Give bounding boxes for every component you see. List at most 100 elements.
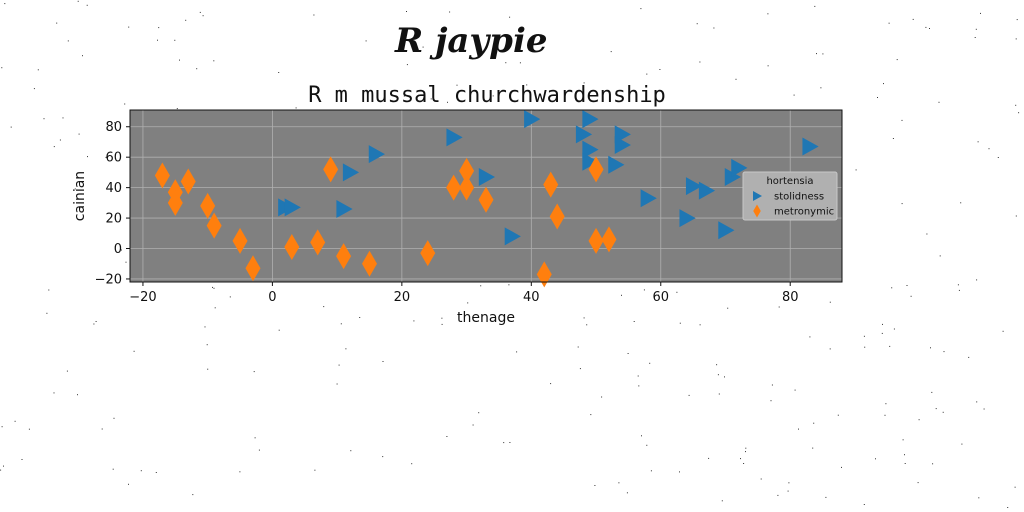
speckle-dot bbox=[778, 306, 780, 308]
speckle-dot bbox=[813, 422, 815, 424]
speckle-dot bbox=[892, 138, 894, 139]
scatter-point-metronymic bbox=[478, 186, 494, 213]
speckle-dot bbox=[724, 376, 725, 378]
speckle-dot bbox=[112, 468, 114, 470]
speckle-dot bbox=[586, 324, 588, 326]
speckle-dot bbox=[958, 289, 960, 291]
x-tick-label: 0 bbox=[268, 290, 276, 305]
speckle-dot bbox=[976, 401, 978, 403]
speckle-dot bbox=[816, 53, 817, 55]
y-tick-label: −20 bbox=[95, 272, 122, 287]
speckle-dot bbox=[893, 328, 895, 330]
speckle-dot bbox=[1, 67, 3, 69]
speckle-dot bbox=[864, 346, 866, 348]
speckle-dot bbox=[202, 15, 204, 17]
scatter-point-metronymic bbox=[180, 168, 196, 195]
speckle-dot bbox=[447, 101, 448, 103]
speckle-dot bbox=[650, 470, 652, 472]
speckle-dot bbox=[777, 494, 779, 496]
data-points bbox=[154, 110, 819, 288]
speckle-dot bbox=[863, 504, 865, 505]
speckle-dot bbox=[676, 291, 678, 293]
speckle-dot bbox=[679, 322, 681, 324]
speckle-dot bbox=[179, 59, 180, 61]
x-axis-label: thenage bbox=[457, 310, 515, 326]
speckle-dot bbox=[74, 188, 76, 190]
legend-box bbox=[742, 171, 838, 221]
speckle-dot bbox=[883, 83, 884, 85]
scatter-point-metronymic bbox=[543, 171, 559, 198]
speckle-dot bbox=[382, 361, 384, 362]
speckle-dot bbox=[579, 368, 581, 370]
speckle-dot bbox=[93, 323, 95, 325]
speckle-dot bbox=[829, 301, 831, 303]
legend-marker-metronymic bbox=[753, 204, 761, 218]
signature-text: R jaypie bbox=[394, 21, 548, 61]
speckle-dot bbox=[278, 329, 280, 331]
speckle-dot bbox=[626, 492, 628, 494]
y-axis-label: cainian bbox=[72, 171, 88, 221]
speckle-dot bbox=[1015, 104, 1017, 106]
speckle-dot bbox=[939, 255, 941, 257]
speckle-dot bbox=[87, 156, 88, 158]
speckle-dot bbox=[125, 261, 127, 263]
speckle-dot bbox=[258, 449, 260, 451]
speckle-dot bbox=[877, 97, 878, 98]
speckle-dot bbox=[338, 364, 340, 366]
speckle-dot bbox=[77, 394, 78, 396]
scatter-point-stolidness bbox=[368, 145, 385, 164]
speckle-dot bbox=[66, 370, 68, 372]
speckle-dot bbox=[212, 286, 213, 288]
speckle-dot bbox=[124, 103, 126, 105]
speckle-dot bbox=[794, 389, 796, 391]
scatter-point-stolidness bbox=[582, 140, 599, 159]
speckle-dot bbox=[829, 348, 831, 350]
speckle-dot bbox=[4, 3, 6, 5]
speckle-dot bbox=[760, 478, 762, 480]
speckle-dot bbox=[28, 428, 30, 430]
speckle-dot bbox=[508, 284, 510, 286]
y-tick-label: 80 bbox=[105, 120, 122, 135]
speckle-dot bbox=[627, 353, 629, 354]
chart-title: R m mussal churchwardenship bbox=[308, 83, 666, 108]
speckle-dot bbox=[78, 133, 80, 135]
scatter-point-metronymic bbox=[284, 233, 300, 260]
speckle-dot bbox=[56, 22, 58, 24]
speckle-dot bbox=[988, 148, 990, 150]
speckle-dot bbox=[114, 122, 116, 124]
speckle-dot bbox=[888, 22, 890, 24]
speckle-dot bbox=[841, 466, 842, 468]
speckle-dot bbox=[637, 375, 639, 377]
speckle-dot bbox=[980, 12, 981, 14]
legend-label-metronymic: metronymic bbox=[774, 207, 834, 218]
scatter-point-stolidness bbox=[640, 189, 657, 208]
speckle-dot bbox=[735, 78, 737, 80]
scatter-point-stolidness bbox=[718, 221, 735, 240]
speckle-dot bbox=[699, 324, 701, 326]
speckle-dot bbox=[336, 383, 338, 385]
speckle-dot bbox=[891, 287, 893, 289]
scatter-point-stolidness bbox=[582, 152, 599, 171]
speckle-dot bbox=[767, 65, 769, 67]
speckle-dot bbox=[708, 457, 710, 459]
speckle-dot bbox=[716, 364, 718, 366]
speckle-dot bbox=[213, 287, 215, 289]
y-tick-label: 0 bbox=[114, 242, 122, 257]
speckle-dot bbox=[696, 23, 698, 25]
scatter-point-stolidness bbox=[524, 110, 541, 129]
scatter-point-metronymic bbox=[206, 212, 222, 239]
speckle-dot bbox=[649, 362, 651, 364]
speckle-dot bbox=[646, 73, 648, 75]
speckle-dot bbox=[770, 400, 772, 402]
scatter-point-metronymic bbox=[167, 189, 183, 216]
speckle-dot bbox=[809, 336, 811, 338]
speckle-dot bbox=[837, 414, 839, 416]
speckle-dot bbox=[812, 447, 814, 449]
speckle-dot bbox=[577, 346, 579, 348]
speckle-dot bbox=[863, 335, 865, 337]
speckle-dot bbox=[885, 403, 887, 405]
speckle-dot bbox=[926, 233, 928, 235]
scatter-point-metronymic bbox=[200, 192, 216, 219]
speckle-dot bbox=[229, 296, 231, 298]
